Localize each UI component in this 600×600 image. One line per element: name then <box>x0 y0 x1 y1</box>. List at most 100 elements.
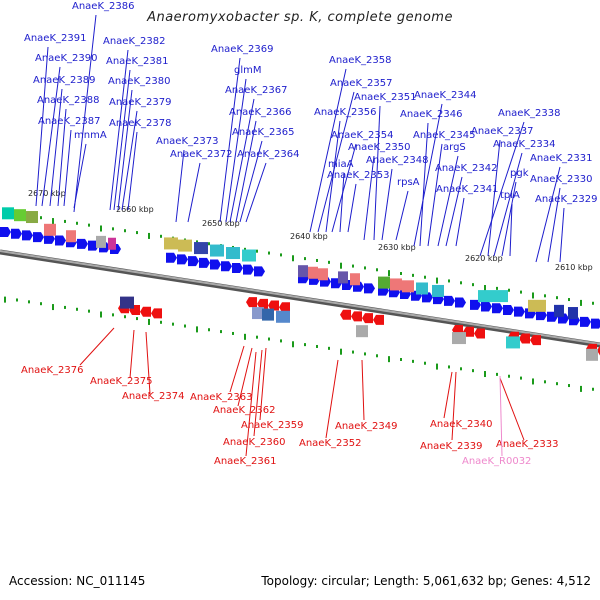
forward-gene-arrow <box>166 252 177 263</box>
scale-tick <box>316 258 318 262</box>
forward-gene-label: glmM <box>234 65 262 76</box>
reverse-gene-label-leader <box>325 359 339 439</box>
scale-tick <box>352 350 354 354</box>
forward-gene-label-leader <box>239 140 263 223</box>
feature-box <box>242 249 256 262</box>
scale-tick <box>388 356 390 363</box>
reverse-gene-label-leader <box>145 331 151 395</box>
scale-tick <box>52 218 54 225</box>
scale-tick <box>460 367 462 371</box>
feature-box <box>164 237 178 250</box>
feature-box <box>390 278 402 291</box>
feature-box <box>318 268 328 281</box>
forward-gene-label: AnaeK_2330 <box>530 174 592 185</box>
scale-tick <box>352 264 354 268</box>
scale-tick <box>364 352 366 356</box>
reverse-gene-arrow <box>362 313 373 324</box>
scale-tick <box>148 232 150 239</box>
scale-tick <box>400 358 402 361</box>
scale-tick <box>64 219 66 223</box>
feature-box <box>432 284 444 297</box>
scale-tick <box>496 286 498 290</box>
reverse-gene-arrow <box>279 302 290 313</box>
forward-gene-row <box>166 252 265 277</box>
forward-gene-label-leader <box>121 110 138 211</box>
forward-gene-label: AnaeK_2387 <box>38 116 100 127</box>
forward-gene-label: AnaeK_2337 <box>471 126 533 137</box>
reverse-gene-label: AnaeK_2361 <box>214 456 276 467</box>
scale-tick <box>208 328 210 332</box>
scale-tick <box>484 371 486 378</box>
feature-box <box>356 325 368 338</box>
reverse-gene-label: AnaeK_2362 <box>213 405 275 416</box>
map-title: Anaeromyxobacter sp. K, complete genome <box>147 10 453 25</box>
reverse-gene-label-leader <box>237 347 253 407</box>
scale-tick <box>340 262 342 269</box>
scale-tick <box>544 380 546 384</box>
forward-gene-label: AnaeK_2331 <box>530 153 592 164</box>
scale-tick <box>292 255 294 262</box>
scale-tick <box>472 283 474 287</box>
feature-box <box>252 307 264 320</box>
forward-gene-label: AnaeK_2367 <box>225 85 287 96</box>
scale-tick <box>136 231 138 235</box>
scale-label: 2650 kbp <box>202 219 240 228</box>
scale-tick <box>568 298 570 302</box>
forward-gene-arrow <box>492 303 503 314</box>
feature-box <box>452 332 466 345</box>
scale-tick <box>496 372 498 376</box>
scale-tick <box>568 384 570 388</box>
scale-tick <box>280 253 282 257</box>
forward-gene-label-leader <box>413 103 443 247</box>
forward-gene-label-leader <box>339 172 345 233</box>
forward-gene-arrow <box>210 259 221 270</box>
scale-tick <box>580 299 582 306</box>
scale-tick <box>424 275 426 279</box>
forward-gene-label: AnaeK_2381 <box>106 56 168 67</box>
scale-tick <box>76 221 78 225</box>
feature-box <box>26 211 38 224</box>
forward-gene-row <box>470 299 600 329</box>
forward-gene-label: AnaeK_2364 <box>237 149 299 160</box>
forward-gene-label: AnaeK_2382 <box>103 36 165 47</box>
scale-tick <box>448 365 450 369</box>
scale-tick <box>148 318 150 325</box>
reverse-gene-label-leader <box>129 329 135 379</box>
scale-tick <box>376 268 378 272</box>
scale-tick <box>280 339 282 343</box>
forward-gene-label: AnaeK_2350 <box>348 142 410 153</box>
reverse-gene-arrow <box>246 297 257 308</box>
reverse-gene-label-leader <box>443 371 453 419</box>
forward-gene-label: rpsA <box>397 177 420 188</box>
scale-tick <box>100 225 102 232</box>
scale-tick <box>388 270 390 277</box>
reverse-gene-label: AnaeK_2374 <box>122 391 184 402</box>
reverse-gene-label-leader <box>245 351 257 457</box>
forward-gene-label: AnaeK_2372 <box>170 149 232 160</box>
scale-tick <box>244 333 246 340</box>
accession-label: Accession: NC_011145 <box>9 574 146 588</box>
scale-tick <box>508 374 510 378</box>
reverse-gene-row <box>246 297 290 313</box>
reverse-gene-label: AnaeK_2360 <box>223 437 285 448</box>
forward-gene-label-leader <box>535 166 561 263</box>
forward-gene-arrow <box>481 301 492 312</box>
scale-tick <box>52 304 54 311</box>
feature-box <box>298 265 308 278</box>
forward-gene-label: mnmA <box>74 130 107 141</box>
scale-tick <box>328 260 330 264</box>
forward-gene-label: AnaeK_2391 <box>24 33 86 44</box>
forward-gene-arrow <box>77 238 88 249</box>
forward-gene-arrow <box>364 283 375 294</box>
forward-gene-label-leader <box>57 108 67 207</box>
feature-box <box>226 247 240 260</box>
scale-tick <box>232 331 234 335</box>
forward-gene-label-leader <box>427 143 443 247</box>
scale-tick <box>136 317 138 321</box>
scale-tick <box>400 272 402 275</box>
scale-tick <box>436 363 438 370</box>
forward-gene-label-leader <box>73 14 97 213</box>
forward-gene-label-leader <box>455 197 465 247</box>
forward-gene-label-leader <box>229 98 255 223</box>
